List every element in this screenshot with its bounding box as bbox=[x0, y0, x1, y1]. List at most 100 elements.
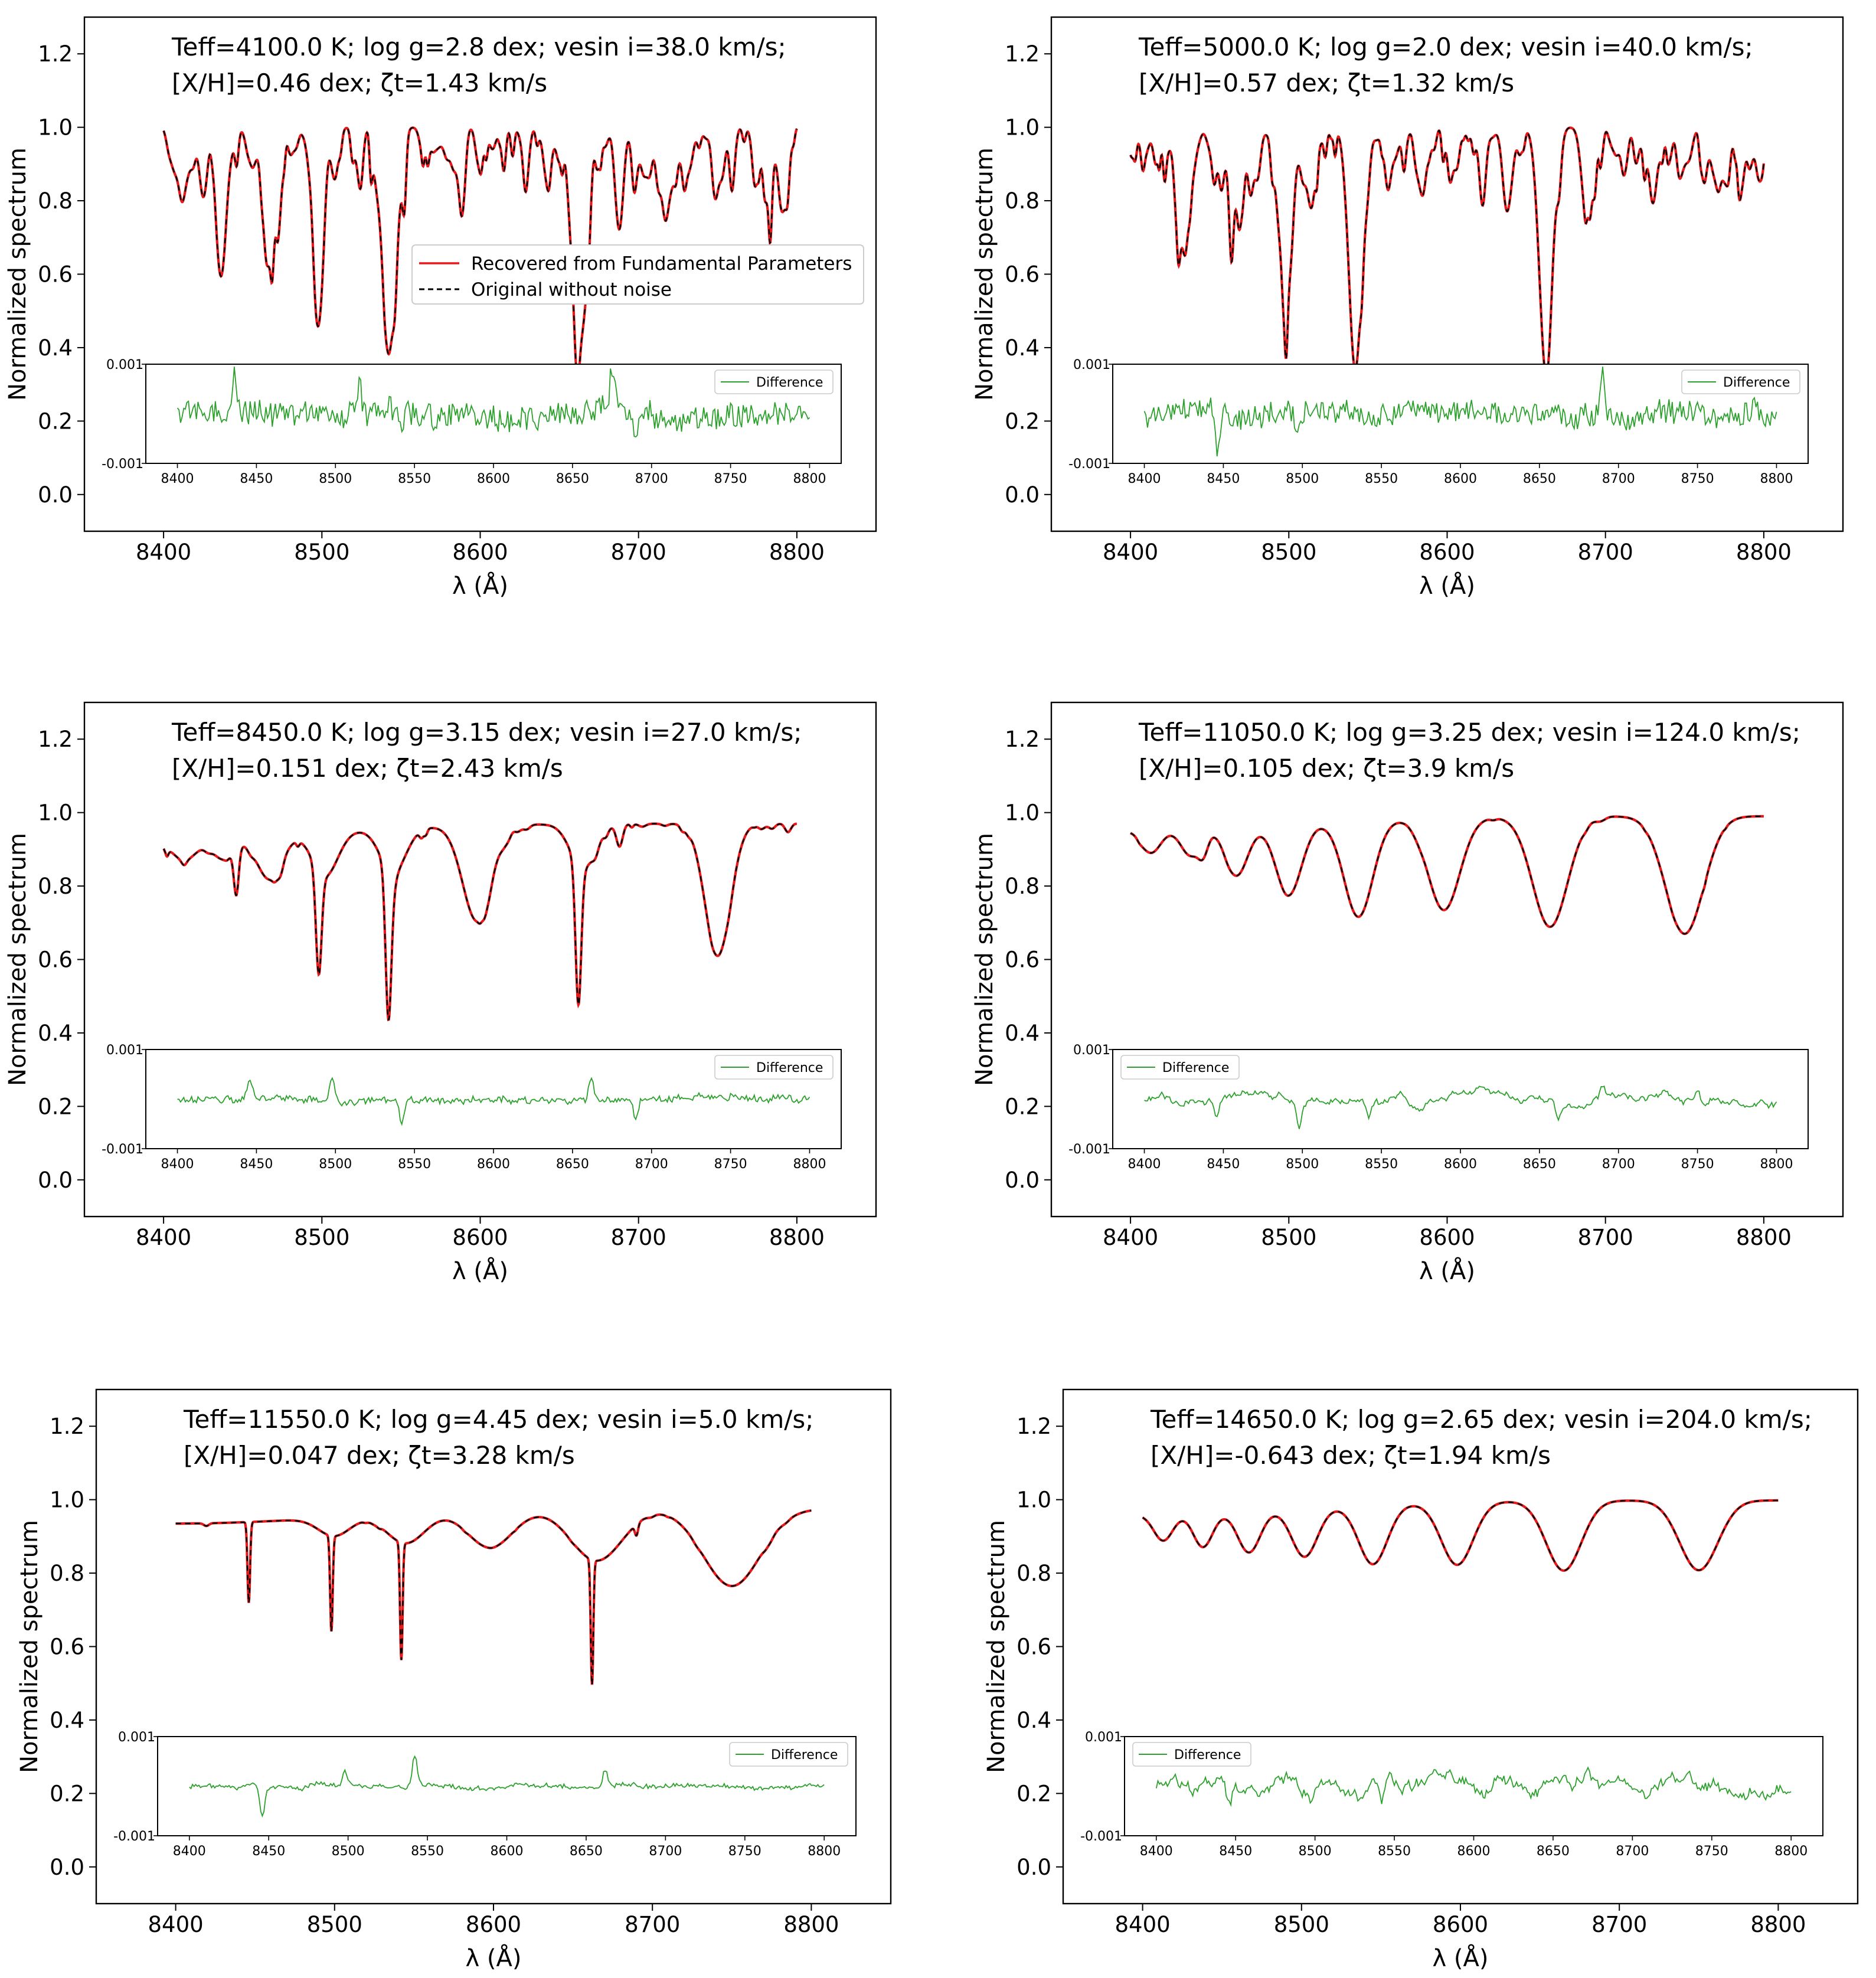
x-tick-label: 8700 bbox=[1591, 1912, 1647, 1937]
panel-title-line2: [X/H]=0.151 dex; ζt=2.43 km/s bbox=[172, 754, 563, 783]
y-tick-label: 0.0 bbox=[38, 1168, 73, 1193]
inset-x-tick-label: 8450 bbox=[1219, 1844, 1252, 1859]
panel-title-line1: Teff=4100.0 K; log g=2.8 dex; vesin i=38… bbox=[171, 32, 786, 61]
y-tick-label: 0.8 bbox=[38, 874, 73, 899]
inset-x-tick-label: 8650 bbox=[1537, 1844, 1570, 1859]
inset-legend: Difference bbox=[1120, 1055, 1240, 1080]
inset-x-tick-label: 8450 bbox=[252, 1844, 285, 1859]
x-axis-label: λ (Å) bbox=[1419, 571, 1475, 600]
panel-title-line2: [X/H]=0.57 dex; ζt=1.32 km/s bbox=[1139, 68, 1514, 97]
inset-legend: Difference bbox=[714, 1055, 834, 1080]
inset-legend-box bbox=[1132, 1742, 1251, 1767]
y-tick-label: 1.2 bbox=[38, 41, 73, 67]
y-axis-label: Normalized spectrum bbox=[4, 833, 31, 1086]
difference-line bbox=[1143, 367, 1777, 457]
difference-inset: 8400 8450 8500 8550 8600 8650 8700 8750 8800 0.00… bbox=[102, 358, 842, 486]
y-tick-label: 1.0 bbox=[38, 800, 73, 826]
inset-x-tick-label: 8500 bbox=[1286, 1157, 1319, 1172]
inset-legend-label: Difference bbox=[756, 375, 823, 390]
inset-x-tick-label: 8450 bbox=[240, 1157, 273, 1172]
x-tick-label: 8400 bbox=[1115, 1912, 1171, 1937]
inset-x-tick-label: 8700 bbox=[649, 1844, 682, 1859]
x-tick-label: 8700 bbox=[1578, 540, 1633, 565]
y-tick-label: 0.6 bbox=[1017, 1634, 1051, 1660]
panel-title-line2: [X/H]=0.047 dex; ζt=3.28 km/s bbox=[184, 1441, 575, 1470]
x-tick-label: 8500 bbox=[307, 1912, 362, 1937]
y-tick-label: 1.0 bbox=[50, 1487, 84, 1513]
inset-x-tick-label: 8600 bbox=[477, 472, 510, 486]
y-tick-label: 0.6 bbox=[38, 947, 73, 973]
difference-inset: 8400 8450 8500 8550 8600 8650 8700 8750 8800 0.00… bbox=[1080, 1730, 1823, 1859]
x-tick-label: 8800 bbox=[769, 540, 825, 565]
inset-x-tick-label: 8650 bbox=[570, 1844, 603, 1859]
difference-inset: 8400 8450 8500 8550 8600 8650 8700 8750 8800 0.00… bbox=[1068, 1043, 1809, 1172]
x-tick-label: 8400 bbox=[148, 1912, 204, 1937]
inset-legend-label: Difference bbox=[1174, 1748, 1241, 1763]
inset-x-tick-label: 8400 bbox=[1140, 1844, 1173, 1859]
difference-line bbox=[177, 367, 810, 438]
series-original-line bbox=[1130, 815, 1764, 935]
difference-line bbox=[1144, 1085, 1777, 1129]
chart-panel-3: 8400 8500 8600 8700 8800 0.0 0.2 0.4 0.6 0.8 1.0 1.… bbox=[4, 701, 877, 1285]
y-tick-label: 0.6 bbox=[50, 1634, 84, 1660]
y-tick-label: 0.4 bbox=[50, 1708, 84, 1733]
inset-legend-box bbox=[1681, 370, 1800, 394]
panel-title-line2: [X/H]=0.46 dex; ζt=1.43 km/s bbox=[172, 68, 547, 97]
inset-x-tick-label: 8700 bbox=[1616, 1844, 1649, 1859]
series-original-line bbox=[1142, 1499, 1779, 1571]
y-tick-label: 0.0 bbox=[1005, 1168, 1040, 1193]
x-tick-label: 8700 bbox=[611, 1225, 666, 1250]
panel-title-line2: [X/H]=-0.643 dex; ζt=1.94 km/s bbox=[1151, 1441, 1551, 1470]
y-tick-label: 1.2 bbox=[50, 1414, 84, 1439]
inset-x-tick-label: 8750 bbox=[1681, 1157, 1714, 1172]
y-tick-label: 0.0 bbox=[1017, 1855, 1051, 1880]
inset-legend: Difference bbox=[714, 370, 834, 394]
series-original-line bbox=[163, 823, 798, 1021]
y-tick-label: 0.8 bbox=[1005, 188, 1040, 214]
y-tick-label: 0.6 bbox=[38, 262, 73, 287]
y-tick-label: 0.8 bbox=[1017, 1561, 1051, 1586]
y-tick-label: 0.6 bbox=[1005, 947, 1040, 973]
panel-title-line1: Teff=5000.0 K; log g=2.0 dex; vesin i=40… bbox=[1138, 32, 1753, 61]
inset-x-tick-label: 8700 bbox=[1602, 1157, 1635, 1172]
inset-x-tick-label: 8700 bbox=[635, 472, 668, 486]
inset-legend-label: Difference bbox=[756, 1061, 823, 1075]
difference-line bbox=[1155, 1766, 1792, 1807]
x-tick-label: 8500 bbox=[294, 1225, 349, 1250]
y-tick-label: 1.0 bbox=[1017, 1487, 1051, 1513]
inset-legend-label: Difference bbox=[1723, 375, 1790, 390]
inset-x-tick-label: 8700 bbox=[635, 1157, 668, 1172]
x-axis-label: λ (Å) bbox=[452, 571, 508, 600]
inset-y-tick-top: 0.001 bbox=[1073, 1043, 1110, 1058]
inset-x-tick-label: 8650 bbox=[556, 472, 589, 486]
inset-y-tick-top: 0.001 bbox=[106, 358, 143, 372]
x-tick-label: 8500 bbox=[1274, 1912, 1329, 1937]
y-tick-label: 1.0 bbox=[38, 115, 73, 140]
x-tick-label: 8500 bbox=[1261, 540, 1316, 565]
inset-x-tick-label: 8800 bbox=[793, 472, 826, 486]
legend-original-label: Original without noise bbox=[471, 279, 672, 300]
x-axis-label: λ (Å) bbox=[466, 1944, 522, 1972]
x-tick-label: 8700 bbox=[611, 540, 666, 565]
inset-x-tick-label: 8800 bbox=[793, 1157, 826, 1172]
inset-y-tick-bottom: -0.001 bbox=[102, 457, 143, 472]
inset-y-tick-top: 0.001 bbox=[1085, 1730, 1122, 1745]
y-tick-label: 1.0 bbox=[1005, 800, 1040, 826]
x-tick-label: 8500 bbox=[294, 540, 349, 565]
x-tick-label: 8400 bbox=[1103, 540, 1158, 565]
difference-inset: 8400 8450 8500 8550 8600 8650 8700 8750 8800 0.00… bbox=[1068, 358, 1809, 486]
inset-x-tick-label: 8800 bbox=[1760, 472, 1793, 486]
x-tick-label: 8600 bbox=[1433, 1912, 1488, 1937]
difference-line bbox=[189, 1755, 825, 1818]
difference-inset: 8400 8450 8500 8550 8600 8650 8700 8750 8800 0.00… bbox=[113, 1730, 857, 1859]
difference-inset: 8400 8450 8500 8550 8600 8650 8700 8750 8800 0.00… bbox=[102, 1043, 842, 1172]
x-tick-label: 8600 bbox=[1419, 540, 1475, 565]
inset-x-tick-label: 8500 bbox=[319, 472, 352, 486]
inset-x-tick-label: 8650 bbox=[556, 1157, 589, 1172]
inset-y-tick-bottom: -0.001 bbox=[1080, 1829, 1122, 1844]
inset-x-tick-label: 8750 bbox=[714, 1157, 747, 1172]
y-axis-label: Normalized spectrum bbox=[971, 833, 998, 1086]
inset-x-tick-label: 8700 bbox=[1602, 472, 1635, 486]
inset-x-tick-label: 8550 bbox=[1378, 1844, 1411, 1859]
y-tick-label: 1.2 bbox=[1005, 41, 1040, 67]
